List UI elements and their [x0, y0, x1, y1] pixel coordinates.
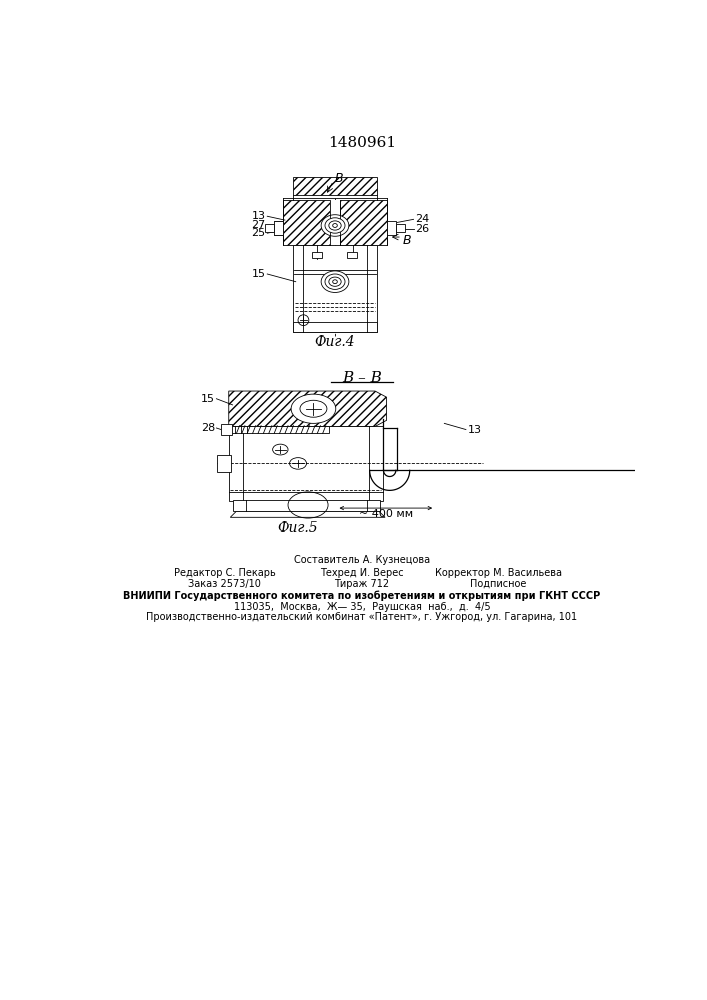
- Polygon shape: [293, 177, 378, 195]
- Text: 25: 25: [252, 228, 266, 238]
- Text: 28: 28: [201, 423, 215, 433]
- Text: 15: 15: [252, 269, 266, 279]
- Polygon shape: [340, 200, 387, 245]
- Bar: [346, 252, 356, 258]
- Polygon shape: [229, 391, 387, 426]
- Text: Производственно-издательский комбинат «Патент», г. Ужгород, ул. Гагарина, 101: Производственно-издательский комбинат «П…: [146, 612, 578, 622]
- Text: Техред И. Верес: Техред И. Верес: [320, 568, 404, 578]
- Ellipse shape: [333, 280, 337, 284]
- Text: Подписное: Подписное: [470, 579, 527, 589]
- Bar: [293, 245, 378, 332]
- Bar: [265, 224, 274, 232]
- Text: ВНИИПИ Государственного комитета по изобретениям и открытиям при ГКНТ СССР: ВНИИПИ Государственного комитета по изоб…: [123, 591, 600, 601]
- Ellipse shape: [321, 215, 349, 236]
- Ellipse shape: [329, 277, 341, 286]
- Text: Фиг.4: Фиг.4: [315, 335, 356, 349]
- Text: Корректор М. Васильева: Корректор М. Васильева: [435, 568, 562, 578]
- Bar: [217, 455, 231, 472]
- Bar: [221, 424, 232, 435]
- Text: В – В: В – В: [342, 371, 382, 385]
- Text: 26: 26: [415, 224, 429, 234]
- Polygon shape: [284, 200, 329, 245]
- Bar: [293, 322, 378, 332]
- Bar: [229, 426, 382, 501]
- Text: 15: 15: [201, 394, 215, 404]
- Bar: [229, 426, 329, 433]
- Ellipse shape: [333, 224, 337, 227]
- Ellipse shape: [325, 274, 345, 289]
- Ellipse shape: [325, 218, 345, 233]
- Text: 27: 27: [252, 220, 266, 230]
- Bar: [329, 200, 340, 245]
- Text: 1480961: 1480961: [328, 136, 396, 150]
- Text: 13: 13: [467, 425, 481, 435]
- Ellipse shape: [321, 271, 349, 292]
- Bar: [396, 224, 405, 232]
- Text: В: В: [403, 234, 411, 247]
- Text: Фиг.5: Фиг.5: [278, 521, 318, 535]
- Text: В: В: [335, 172, 344, 185]
- Text: Тираж 712: Тираж 712: [334, 579, 390, 589]
- Polygon shape: [230, 511, 385, 517]
- Bar: [312, 252, 322, 258]
- Ellipse shape: [329, 221, 341, 230]
- Text: 113035,  Москва,  Ж— 35,  Раушская  наб.,  д.  4/5: 113035, Москва, Ж— 35, Раушская наб., д.…: [233, 602, 490, 612]
- Text: Редактор С. Пекарь: Редактор С. Пекарь: [174, 568, 276, 578]
- Text: 24: 24: [415, 214, 429, 224]
- Bar: [274, 221, 284, 235]
- Bar: [233, 500, 380, 511]
- Text: Заказ 2573/10: Заказ 2573/10: [189, 579, 262, 589]
- Text: ~ 400 мм: ~ 400 мм: [358, 509, 413, 519]
- Text: 13: 13: [252, 211, 266, 221]
- Ellipse shape: [291, 394, 336, 423]
- Bar: [387, 221, 396, 235]
- Text: Составитель А. Кузнецова: Составитель А. Кузнецова: [294, 555, 430, 565]
